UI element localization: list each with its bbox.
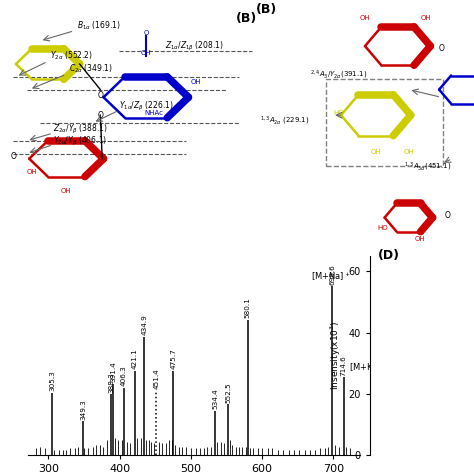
Text: NHAc: NHAc [145, 110, 164, 116]
Text: $Y_{2\alpha}/Y_{\beta}$ (406.1): $Y_{2\alpha}/Y_{\beta}$ (406.1) [53, 135, 108, 148]
Text: $Y_{1\alpha}/Z_{\beta}$ (226.1): $Y_{1\alpha}/Z_{\beta}$ (226.1) [119, 100, 174, 113]
Text: OH: OH [360, 16, 370, 21]
Text: 698.6: 698.6 [329, 264, 335, 285]
Text: OH: OH [27, 169, 37, 175]
Text: 305.3: 305.3 [49, 370, 55, 391]
Text: 349.3: 349.3 [81, 399, 86, 419]
Text: OH: OH [61, 188, 72, 194]
Text: $Z_{2\alpha}/Y_{\beta}$ (388.1): $Z_{2\alpha}/Y_{\beta}$ (388.1) [53, 123, 108, 137]
Text: O: O [10, 152, 16, 161]
Text: O: O [438, 44, 444, 53]
Text: $^{1,3}A_{2\alpha}$ (229.1): $^{1,3}A_{2\alpha}$ (229.1) [260, 115, 310, 127]
Text: 391.4: 391.4 [110, 362, 117, 383]
Text: 475.7: 475.7 [171, 348, 176, 369]
Text: $Z_{1\alpha}/Z_{1\beta}$ (208.1): $Z_{1\alpha}/Z_{1\beta}$ (208.1) [164, 40, 224, 53]
Text: OH: OH [191, 80, 202, 85]
Text: $^{2,4}A_3/Y_{2\alpha}$(391.1): $^{2,4}A_3/Y_{2\alpha}$(391.1) [310, 68, 368, 81]
Text: 534.4: 534.4 [212, 389, 218, 410]
Text: (B): (B) [236, 12, 257, 25]
Text: [M+Na]$^+$: [M+Na]$^+$ [311, 271, 351, 283]
Text: 552.5: 552.5 [225, 382, 231, 403]
Text: [M+K]$^+$: [M+K]$^+$ [349, 362, 383, 374]
Text: 434.9: 434.9 [141, 315, 147, 335]
Y-axis label: Insensity(x10$^3$): Insensity(x10$^3$) [328, 320, 343, 391]
Text: OH: OH [421, 16, 431, 21]
Text: $C_{2\alpha}$ (349.1): $C_{2\alpha}$ (349.1) [69, 63, 113, 75]
Text: $Y_{2\alpha}$ (552.2): $Y_{2\alpha}$ (552.2) [50, 50, 93, 63]
Text: OH: OH [371, 148, 381, 155]
Text: O: O [445, 210, 451, 219]
Text: 451.4: 451.4 [153, 368, 159, 389]
Text: $B_{1\alpha}$ (169.1): $B_{1\alpha}$ (169.1) [77, 19, 121, 32]
Text: O: O [97, 111, 103, 120]
Text: OH: OH [414, 236, 425, 242]
Text: HO: HO [377, 225, 388, 231]
Text: 421.1: 421.1 [132, 348, 137, 369]
Text: OH: OH [141, 50, 151, 56]
Text: $^{1,3}A_{3\alpha}$(451.1): $^{1,3}A_{3\alpha}$(451.1) [404, 161, 452, 173]
Text: 406.3: 406.3 [121, 365, 127, 386]
Text: OH: OH [403, 148, 414, 155]
Text: 714.6: 714.6 [341, 355, 346, 376]
Text: HO: HO [334, 110, 344, 116]
Text: O: O [97, 91, 103, 100]
Text: (B): (B) [256, 3, 277, 16]
Text: O: O [143, 29, 149, 36]
Text: 388.3: 388.3 [108, 372, 114, 392]
Text: 580.1: 580.1 [245, 298, 251, 319]
Text: (D): (D) [378, 249, 400, 262]
